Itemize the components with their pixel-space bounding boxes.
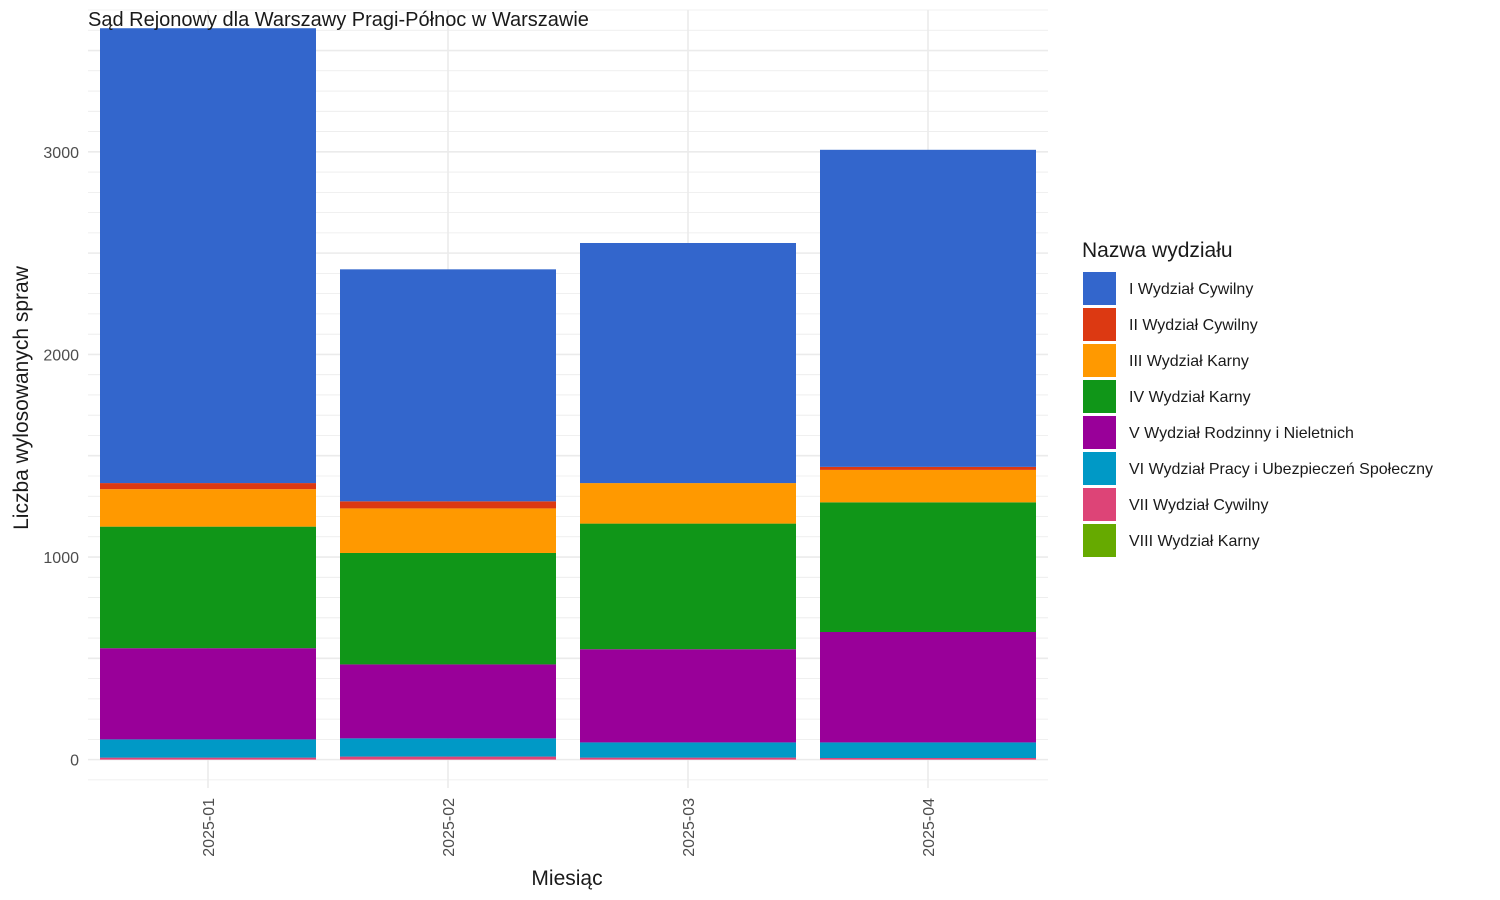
legend-key <box>1083 488 1116 521</box>
bar-segment <box>580 742 796 758</box>
x-axis: 2025-01 2025-02 2025-03 2025-04 <box>201 798 938 857</box>
bar-segment <box>820 469 1036 503</box>
y-tick-label: 0 <box>70 753 79 770</box>
legend-key <box>1083 416 1116 449</box>
bar-segment <box>100 648 316 740</box>
bar-segment <box>100 28 316 484</box>
x-tick-label: 2025-02 <box>441 798 458 857</box>
bar-segment <box>820 631 1036 743</box>
legend-key <box>1083 380 1116 413</box>
bar-stacks <box>100 28 1036 760</box>
legend-label: I Wydział Cywilny <box>1129 281 1253 298</box>
x-tick-label: 2025-01 <box>201 798 218 857</box>
legend-label: V Wydział Rodzinny i Nieletnich <box>1129 425 1354 442</box>
bar-segment <box>580 242 796 484</box>
bar-segment <box>820 742 1036 759</box>
legend-label: IV Wydział Karny <box>1129 389 1251 406</box>
x-axis-title: Miesiąc <box>531 867 602 890</box>
bar-segment <box>340 738 556 757</box>
legend-key <box>1083 452 1116 485</box>
legend-key <box>1083 524 1116 557</box>
bar-segment <box>100 757 316 760</box>
chart-title: Sąd Rejonowy dla Warszawy Pragi-Północ w… <box>88 9 589 31</box>
bar-segment <box>820 466 1036 470</box>
bar-segment <box>340 269 556 502</box>
legend-label: II Wydział Cywilny <box>1129 317 1258 334</box>
bar-segment <box>580 757 796 760</box>
bar-segment <box>100 739 316 758</box>
bar-segment <box>580 483 796 524</box>
bar-segment <box>340 756 556 760</box>
bar-segment <box>340 552 556 665</box>
legend-key <box>1083 272 1116 305</box>
x-tick-label: 2025-03 <box>681 798 698 857</box>
y-tick-label: 2000 <box>43 347 79 364</box>
legend-label: VI Wydział Pracy i Ubezpieczeń Społeczny <box>1129 461 1433 478</box>
legend-label: VII Wydział Cywilny <box>1129 497 1268 514</box>
bar-segment <box>340 664 556 739</box>
y-axis: 0 1000 2000 3000 <box>43 145 79 770</box>
legend-title: Nazwa wydziału <box>1082 239 1233 262</box>
y-tick-label: 1000 <box>43 550 79 567</box>
legend-items: I Wydział Cywilny II Wydział Cywilny III W… <box>1083 272 1433 557</box>
bar-segment <box>820 149 1036 467</box>
bar-segment <box>100 483 316 490</box>
bar-segment <box>820 758 1036 760</box>
legend: Nazwa wydziału I Wydział Cywilny II Wydzi… <box>1082 239 1433 557</box>
bar-segment <box>580 649 796 743</box>
legend-key <box>1083 344 1116 377</box>
y-tick-label: 3000 <box>43 145 79 162</box>
x-tick-label: 2025-04 <box>921 798 938 857</box>
bar-segment <box>100 526 316 649</box>
bar-segment <box>100 489 316 527</box>
y-axis-title: Liczba wylosowanych spraw <box>10 265 33 530</box>
bar-segment <box>340 501 556 509</box>
legend-label: III Wydział Karny <box>1129 353 1249 370</box>
bar-segment <box>820 502 1036 632</box>
legend-label: VIII Wydział Karny <box>1129 533 1260 550</box>
legend-key <box>1083 308 1116 341</box>
bar-segment <box>580 523 796 650</box>
bar-segment <box>340 508 556 553</box>
